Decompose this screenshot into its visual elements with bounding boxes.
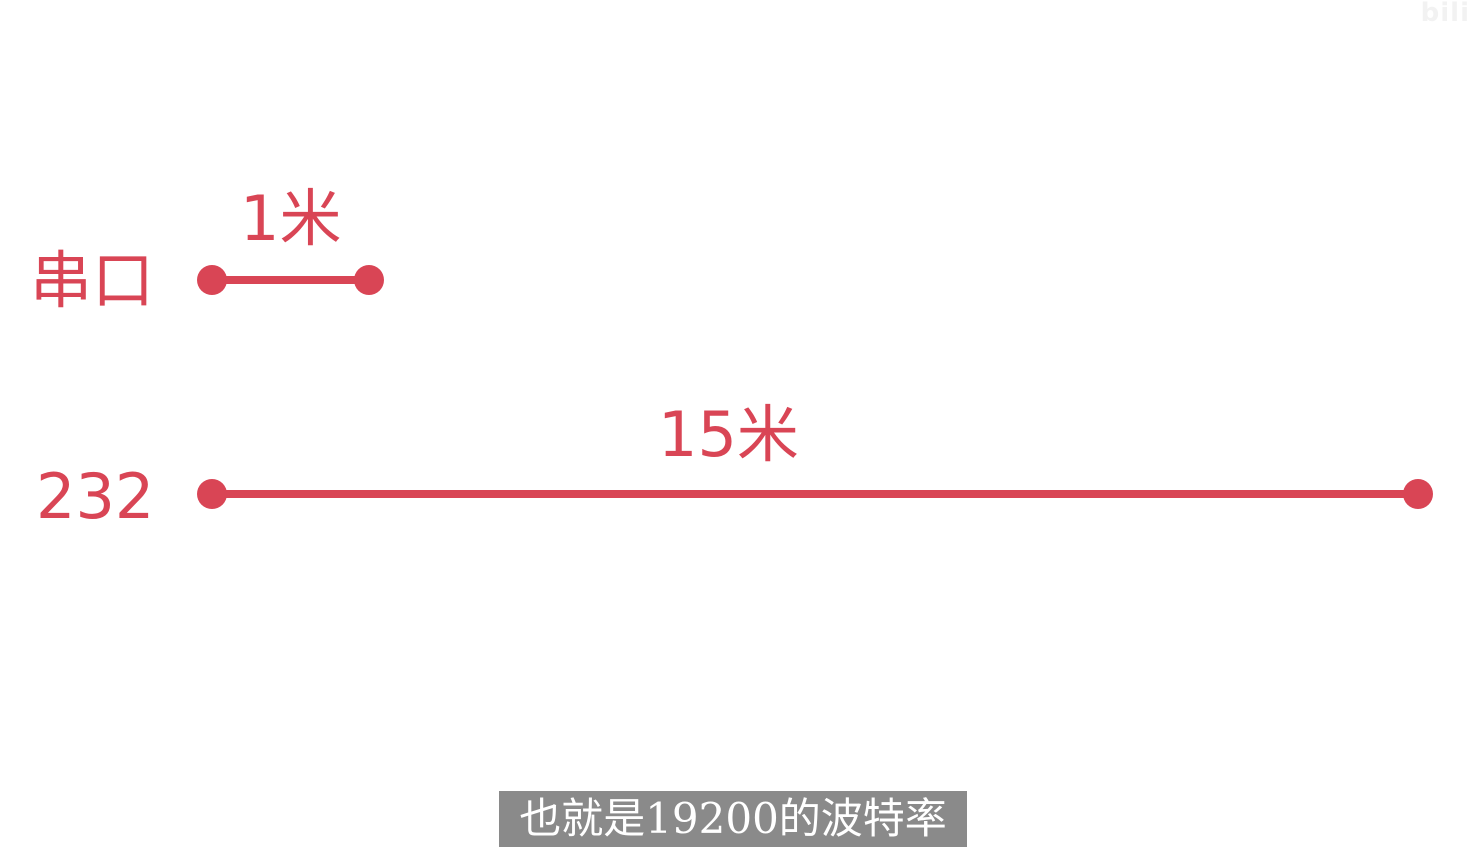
bilibili-watermark: bili xyxy=(1420,0,1470,28)
rs232-end-dot xyxy=(1403,479,1433,509)
serial-distance-label: 1米 xyxy=(240,182,342,255)
rs232-distance-label: 15米 xyxy=(658,398,799,471)
serial-port-label: 串口 xyxy=(30,244,155,317)
serial-end-dot xyxy=(354,265,384,295)
subtitle-caption: 也就是19200的波特率 xyxy=(499,791,967,847)
serial-start-dot xyxy=(197,265,227,295)
rs232-start-dot xyxy=(197,479,227,509)
rs232-label: 232 xyxy=(36,460,155,533)
